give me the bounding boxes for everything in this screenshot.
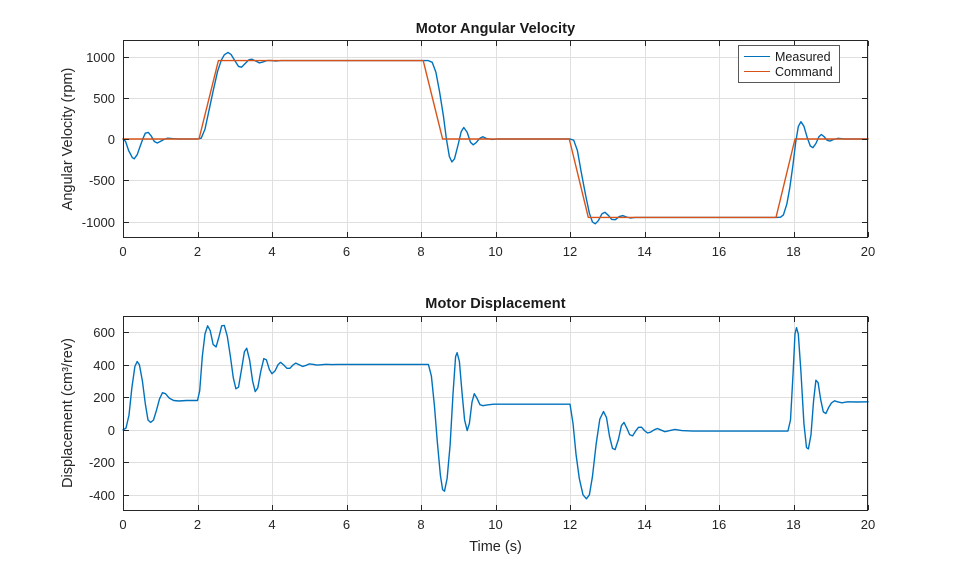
y-tick-label: 1000 [86,49,115,65]
x-tick-label: 2 [193,244,202,259]
x-tick-label: 18 [786,517,801,532]
legend-label: Command [775,64,833,79]
x-tick-label: 20 [860,517,876,532]
x-tick-label: 12 [562,244,578,259]
x-tick-label: 18 [786,244,801,259]
x-tick-label: 6 [342,517,351,532]
series-command-line [122,59,869,219]
x-tick-label: 8 [417,244,425,259]
displacement-plot-area [122,316,869,511]
y-tick-label: 600 [93,325,115,341]
x-tick-label: 0 [119,517,127,532]
x-tick-label: 10 [488,517,503,532]
x-tick-label: 14 [637,517,652,532]
x-tick-label: 6 [342,244,351,259]
legend[interactable]: Measured Command [738,45,840,83]
series-displacement-line [122,324,869,500]
x-tick-label: 2 [193,517,202,532]
x-tick-label: 4 [268,517,276,532]
legend-label: Measured [775,49,831,64]
x-tick-label: 0 [119,244,127,259]
x-axis-label-time: Time (s) [469,539,522,555]
y-tick-label: 0 [107,422,115,438]
x-tick-label: 14 [637,244,652,259]
x-tick-label: 8 [417,517,425,532]
x-tick-label: 16 [711,517,727,532]
legend-line-sample [744,71,770,72]
legend-entry-measured[interactable]: Measured [744,49,833,64]
legend-entry-command[interactable]: Command [744,64,833,79]
x-tick-label: 12 [562,517,578,532]
y-tick-label: -500 [88,173,115,189]
legend-line-sample [744,56,770,57]
x-tick-label: 10 [488,244,503,259]
y-tick-label: 200 [93,390,115,406]
angular-velocity-plot-area [122,40,869,238]
y-tick-label: -1000 [81,214,115,230]
y-tick-label: -400 [88,487,115,503]
y-tick-label: 400 [93,357,115,373]
chart-title-displacement: Motor Displacement [425,296,566,312]
x-tick-label: 16 [711,244,727,259]
y-tick-label: 0 [107,132,115,147]
x-tick-label: 4 [268,244,276,259]
y-tick-label: -200 [88,455,115,471]
chart-title-angular-velocity: Motor Angular Velocity [415,21,576,37]
x-tick-label: 20 [860,244,876,259]
y-tick-label: 500 [93,90,115,106]
